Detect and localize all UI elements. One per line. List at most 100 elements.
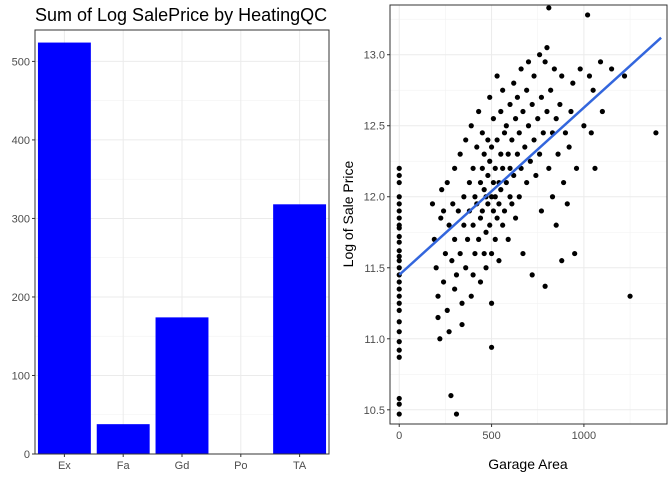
scatter-point: [562, 130, 569, 136]
scatter-point: [444, 307, 450, 313]
scatter-point: [490, 208, 497, 214]
scatter-point: [564, 201, 570, 207]
scatter-point: [396, 286, 402, 292]
scatter-point: [505, 151, 511, 157]
scatter-point: [498, 108, 504, 115]
scatter-point: [396, 172, 402, 179]
scatter-point: [488, 194, 495, 200]
scatter-point: [449, 258, 455, 264]
scatter-point: [452, 165, 458, 171]
scatter-point: [474, 144, 480, 150]
scatter-point: [396, 307, 402, 313]
scatter-point: [597, 59, 604, 65]
scatter-point: [479, 165, 485, 171]
scatter-point: [507, 165, 513, 171]
scatter-point: [481, 187, 487, 193]
scatter-point: [461, 194, 467, 200]
scatter-point: [483, 229, 489, 235]
scatter-point: [516, 194, 522, 200]
scatter-point: [553, 222, 559, 228]
scatter-point: [500, 165, 506, 171]
scatter-point: [538, 94, 545, 100]
scatter-point: [531, 73, 537, 79]
scatter-point: [396, 300, 402, 306]
scatter-point: [442, 250, 448, 257]
scatter-point: [481, 250, 487, 257]
scatter-point: [501, 208, 508, 214]
scatter-point: [490, 179, 497, 186]
scatter-y-axis-title: Log of Sale Price: [340, 160, 356, 267]
bar-chart-title: Sum of Log SalePrice by HeatingQC: [35, 5, 327, 25]
scatter-point: [453, 272, 460, 278]
scatter-point: [507, 101, 513, 108]
scatter-point: [529, 272, 535, 278]
bar-x-tick-label: Ex: [58, 460, 71, 472]
scatter-point: [396, 239, 402, 245]
scatter-point: [440, 208, 447, 214]
scatter-point: [446, 329, 452, 335]
scatter-point: [459, 321, 465, 328]
scatter-y-tick-label: 12.0: [364, 192, 385, 204]
scatter-point: [522, 144, 528, 150]
scatter-point: [487, 94, 493, 100]
scatter-point: [470, 222, 476, 228]
scatter-point: [511, 80, 517, 86]
scatter-y-tick-label: 11.5: [364, 263, 385, 275]
scatter-point: [453, 411, 460, 417]
scatter-point: [525, 123, 532, 129]
scatter-point: [396, 411, 402, 417]
scatter-point: [514, 151, 521, 157]
scatter-point: [396, 165, 402, 171]
scatter-point: [509, 137, 515, 143]
scatter-point: [590, 87, 596, 93]
scatter-point: [560, 179, 567, 186]
scatter-point: [494, 215, 500, 221]
scatter-point: [592, 165, 598, 171]
scatter-point: [477, 215, 484, 221]
bar-y-tick-label: 100: [12, 370, 30, 382]
scatter-point: [487, 222, 493, 228]
scatter-point: [520, 250, 526, 257]
bar-x-tick-label: Po: [234, 460, 247, 472]
scatter-point: [525, 59, 532, 65]
scatter-point: [483, 265, 489, 271]
scatter-point: [498, 187, 504, 193]
scatter-point: [546, 5, 552, 11]
scatter-point: [511, 172, 517, 179]
scatter-point: [494, 73, 500, 79]
bar-x-axis: Ex Fa Gd Po TA: [58, 454, 307, 472]
scatter-point: [470, 165, 476, 171]
bar-y-tick-label: 200: [12, 292, 30, 304]
scatter-point: [396, 339, 402, 345]
bar-y-tick-label: 500: [12, 56, 30, 68]
scatter-point: [444, 179, 450, 186]
scatter-point: [559, 258, 565, 264]
scatter-point: [514, 94, 521, 100]
scatter-point: [533, 172, 539, 179]
scatter-point: [549, 194, 556, 200]
scatter-point: [463, 137, 469, 143]
scatter-point: [463, 265, 469, 271]
scatter-point: [527, 158, 533, 164]
scatter-point: [492, 236, 498, 242]
scatter-point: [542, 283, 548, 289]
scatter-point: [509, 201, 515, 207]
scatter-point: [470, 272, 476, 278]
scatter-point: [516, 130, 522, 136]
scatter-point: [457, 250, 463, 257]
scatter-point: [566, 144, 572, 150]
scatter-point: [476, 236, 482, 242]
scatter-point: [435, 293, 441, 299]
scatter-point: [396, 319, 402, 325]
scatter-point: [548, 87, 554, 93]
bar-ta: [273, 204, 327, 454]
scatter-point: [627, 293, 633, 299]
scatter-y-tick-label: 13.0: [364, 50, 385, 62]
scatter-point: [440, 279, 447, 285]
scatter-point: [464, 236, 471, 242]
scatter-point: [487, 158, 493, 164]
scatter-point: [609, 66, 615, 72]
bar-chart: Sum of Log SalePrice by HeatingQC 0 100 20…: [12, 5, 330, 472]
scatter-point: [450, 201, 456, 207]
